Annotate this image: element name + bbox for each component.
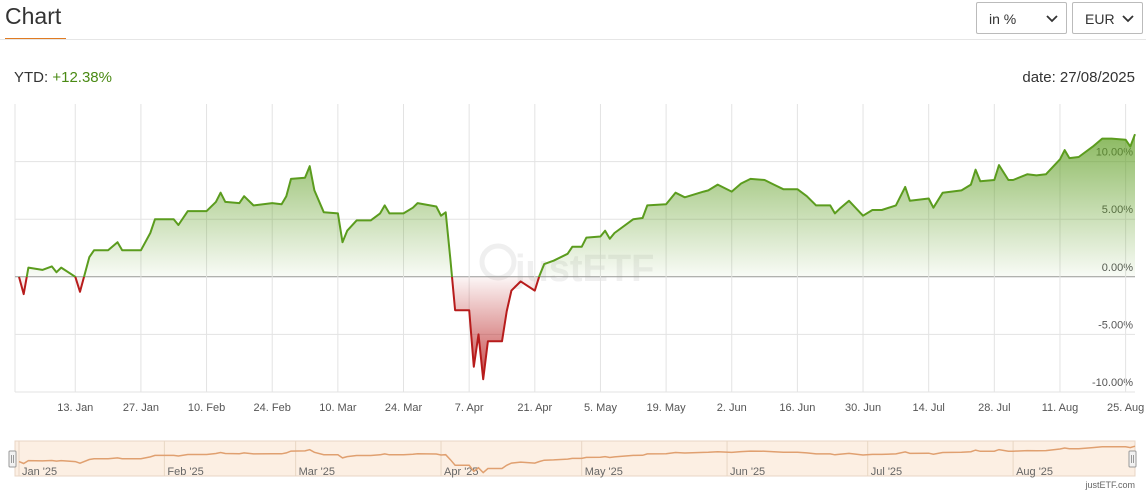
x-tick-label: 10. Mar <box>319 402 357 414</box>
x-tick-label: 10. Feb <box>188 402 225 414</box>
navigator-tick-label: Jun '25 <box>730 466 765 478</box>
navigator-tick-label: Aug '25 <box>1016 466 1053 478</box>
navigator-tick-label: Jul '25 <box>871 466 902 478</box>
currency-select[interactable]: EUR <box>1072 2 1143 34</box>
x-tick-label: 28. Jul <box>978 402 1010 414</box>
navigator-tick-label: Apr '25 <box>444 466 479 478</box>
x-tick-label: 14. Jul <box>912 402 944 414</box>
date-label: date: <box>1022 69 1056 86</box>
navigator-handle[interactable] <box>8 450 17 468</box>
date-value: 27/08/2025 <box>1059 69 1135 86</box>
area-fill <box>19 134 1135 380</box>
x-tick-label: 30. Jun <box>845 402 881 414</box>
navigator-tick-label: Jan '25 <box>22 466 57 478</box>
chevron <box>1122 15 1134 23</box>
x-tick-label: 13. Jan <box>57 402 93 414</box>
y-tick-label: -5.00% <box>1098 319 1133 331</box>
navigator-tick-label: Mar '25 <box>299 466 335 478</box>
x-tick-label: 16. Jun <box>779 402 815 414</box>
chevron <box>1046 15 1058 23</box>
x-tick-label: 21. Apr <box>517 402 552 414</box>
x-tick-label: 24. Feb <box>254 402 291 414</box>
x-tick-label: 2. Jun <box>717 402 747 414</box>
navigator-handle[interactable] <box>1128 450 1137 468</box>
y-tick-label: -10.00% <box>1092 377 1133 389</box>
x-tick-label: 11. Aug <box>1042 402 1079 414</box>
x-tick-label: 5. May <box>584 402 618 414</box>
watermark-logo <box>479 243 517 281</box>
navigator-tick-label: Feb '25 <box>167 466 203 478</box>
header-rule <box>0 39 1146 40</box>
currency-select-value: EUR <box>1085 11 1115 27</box>
unit-select[interactable]: in % <box>976 2 1067 34</box>
x-tick-label: 24. Mar <box>385 402 423 414</box>
line <box>18 133 1136 381</box>
ytd-value: +12.38% <box>52 69 112 86</box>
unit-select-value: in % <box>989 11 1017 27</box>
x-tick-label: 19. May <box>647 402 687 414</box>
ytd: YTD: +12.38% <box>14 69 112 86</box>
x-tick-label: 7. Apr <box>455 402 484 414</box>
navigator-tick-label: May '25 <box>585 466 623 478</box>
ytd-label: YTD: <box>14 69 49 86</box>
date: date: 27/08/2025 <box>1022 69 1135 86</box>
x-tick-label: 25. Aug <box>1107 402 1144 414</box>
x-tick-label: 27. Jan <box>123 402 159 414</box>
credit: justETF.com <box>1084 480 1135 490</box>
navigator-line <box>18 445 1136 474</box>
section-title: Chart <box>5 3 62 29</box>
